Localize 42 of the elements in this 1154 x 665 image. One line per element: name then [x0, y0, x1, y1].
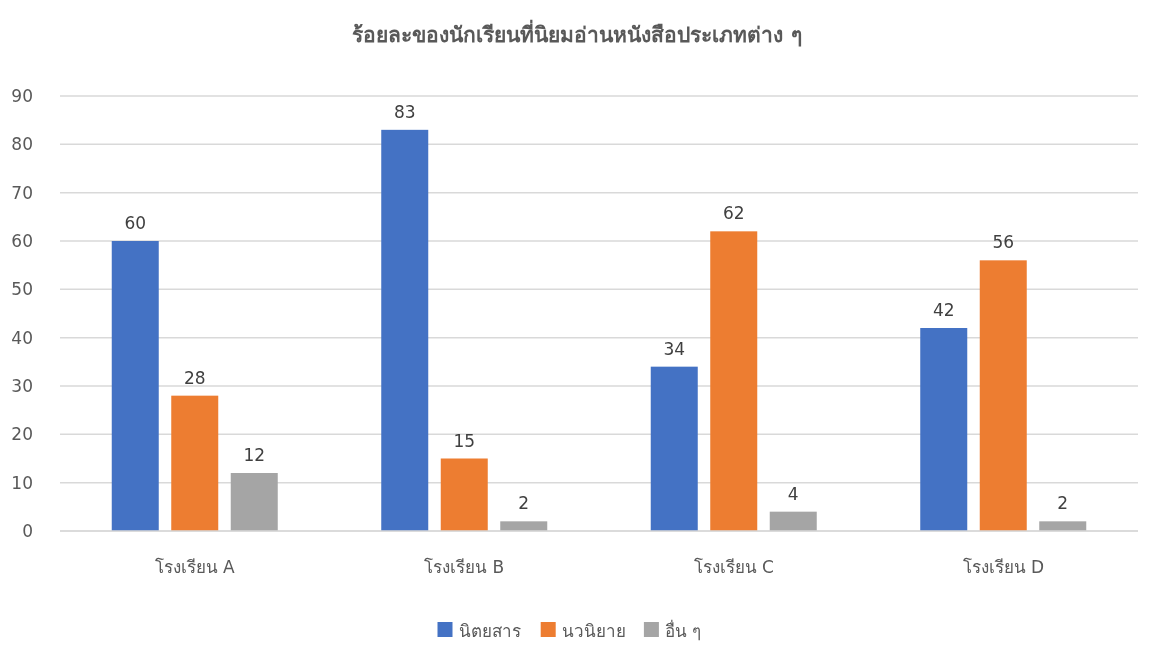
y-tick-label: 10	[11, 472, 33, 493]
bar	[710, 231, 758, 531]
bar	[500, 521, 548, 531]
data-label: 56	[992, 232, 1015, 253]
data-label: 83	[393, 101, 416, 122]
data-label: 4	[787, 483, 799, 504]
bar	[440, 458, 488, 531]
legend-label: นวนิยาย	[561, 620, 626, 641]
bar	[111, 241, 159, 531]
y-tick-label: 70	[11, 182, 33, 203]
y-tick-label: 40	[11, 327, 33, 348]
y-tick-label: 0	[22, 520, 33, 541]
bar	[1039, 521, 1087, 531]
y-tick-label: 90	[11, 85, 33, 106]
data-label: 2	[518, 493, 530, 514]
legend-label: นิตยสาร	[458, 620, 521, 641]
data-label: 60	[124, 213, 147, 233]
data-label: 62	[722, 203, 745, 224]
data-label: 34	[663, 338, 686, 359]
x-tick-label: โรงเรียน A	[154, 557, 236, 577]
chart-title: ร้อยละของนักเรียนที่นิยมอ่านหนังสือประเภทต่าง ๆ	[352, 19, 802, 47]
data-label: 12	[243, 445, 266, 465]
y-tick-label: 30	[11, 375, 33, 396]
bar	[230, 473, 278, 531]
bar	[381, 129, 429, 531]
data-label: 28	[183, 367, 206, 388]
bar	[920, 328, 968, 531]
x-tick-label: โรงเรียน C	[693, 557, 774, 577]
bar	[650, 366, 698, 531]
data-label: 15	[453, 430, 476, 451]
legend-label: อื่น ๆ	[664, 618, 702, 641]
x-tick-label: โรงเรียน D	[962, 557, 1044, 577]
y-tick-label: 20	[11, 424, 33, 445]
data-label: 2	[1057, 493, 1069, 514]
x-tick-label: โรงเรียน B	[424, 557, 505, 577]
y-tick-label: 50	[11, 279, 33, 300]
bar	[171, 395, 219, 531]
data-label: 42	[932, 300, 955, 320]
bar	[769, 511, 817, 531]
y-tick-label: 60	[11, 230, 33, 251]
y-tick-label: 80	[11, 134, 33, 155]
bar	[979, 260, 1027, 531]
